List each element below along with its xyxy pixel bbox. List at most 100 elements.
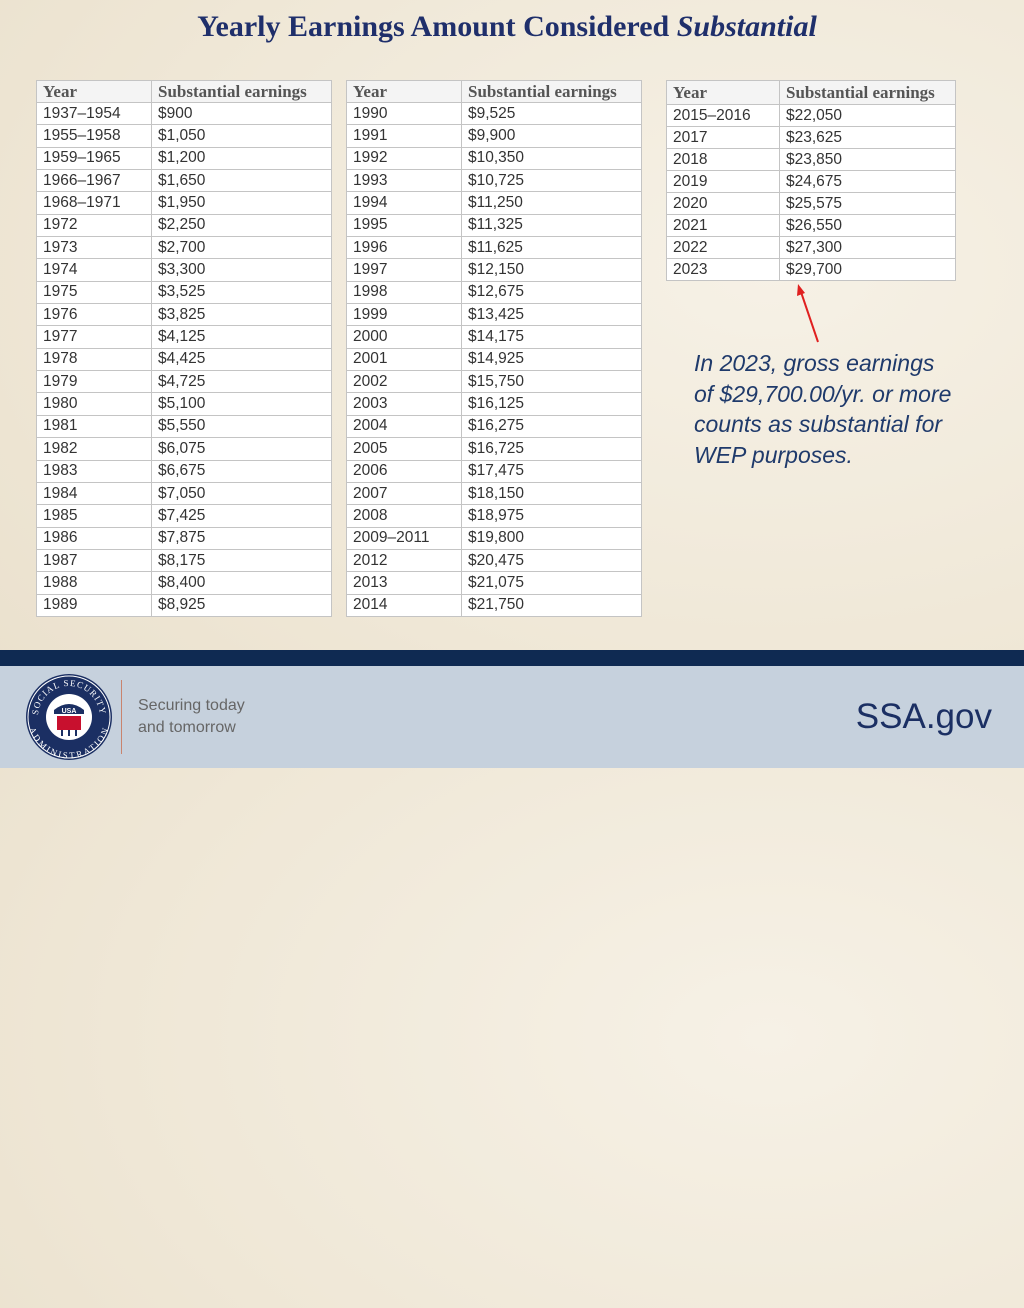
cell: 1966–1967 <box>36 169 152 193</box>
cell: 1982 <box>36 437 152 461</box>
cell: 2005 <box>346 437 462 461</box>
cell: 1983 <box>36 459 152 483</box>
row: 2005 $16,725 <box>346 437 642 461</box>
header-cell: Year <box>346 80 462 103</box>
cell: 2006 <box>346 459 462 483</box>
row: 1972 $2,250 <box>36 213 332 238</box>
cell: $16,275 <box>461 414 642 439</box>
header-cell: Substantial earnings <box>461 80 642 103</box>
cell: 2000 <box>346 325 462 349</box>
cell: 2023 <box>666 258 780 281</box>
slide: Yearly Earnings Amount Considered Substa… <box>0 0 1024 768</box>
row: 2020 $25,575 <box>666 192 956 215</box>
row: 2018 $23,850 <box>666 148 956 171</box>
cell: 1955–1958 <box>36 124 152 148</box>
cell: $25,575 <box>779 192 956 215</box>
row: 1991 $9,900 <box>346 124 642 148</box>
table-panel <box>0 548 304 1096</box>
cell: $12,150 <box>461 258 642 282</box>
row: 1966–1967 $1,650 <box>36 169 332 193</box>
cell: $10,725 <box>461 169 642 193</box>
row: 2007 $18,150 <box>346 481 642 506</box>
cell: 1979 <box>36 370 152 394</box>
row: 1998 $12,675 <box>346 280 642 305</box>
row: 2012 $20,475 <box>346 548 642 573</box>
cell: 2022 <box>666 236 780 259</box>
cell: 2019 <box>666 170 780 193</box>
logo: SOCIAL SECURITY ADMINISTRATION USA <box>26 674 112 761</box>
row: 1997 $12,150 <box>346 258 642 282</box>
site: SSA.gov <box>855 697 992 736</box>
cell: 2009–2011 <box>346 526 462 550</box>
table: Year Substantial earnings 2015–2016 $22,050… <box>666 80 956 281</box>
header-row: Year Substantial earnings <box>346 80 642 103</box>
cell: $1,950 <box>151 191 332 215</box>
annotation-line: of $29,700.00/yr. or more <box>694 380 952 407</box>
row: 2017 $23,625 <box>666 126 956 149</box>
row: 1990 $9,525 <box>346 101 642 126</box>
cell: 2004 <box>346 414 462 439</box>
cell: 1990 <box>346 101 462 126</box>
row: 2004 $16,275 <box>346 414 642 439</box>
row: 2008 $18,975 <box>346 504 642 528</box>
cell: $21,750 <box>461 593 642 617</box>
row: 1977 $4,125 <box>36 325 332 349</box>
row: 1988 $8,400 <box>36 571 332 595</box>
row: 2000 $14,175 <box>346 325 642 349</box>
cell: $8,925 <box>151 593 332 617</box>
cell: $7,425 <box>151 504 332 528</box>
cell: $4,125 <box>151 325 332 349</box>
annotation-line: counts as substantial for <box>694 411 943 437</box>
annotation: In 2023, gross earnings of $29,700.00/yr.… <box>694 348 951 470</box>
row: 2014 $21,750 <box>346 593 642 617</box>
header-row: Year Substantial earnings <box>666 80 956 105</box>
cell: 1977 <box>36 325 152 349</box>
footer <box>0 666 1024 768</box>
cell: $17,475 <box>461 459 642 483</box>
cell: $2,250 <box>151 213 332 238</box>
cell: 2008 <box>346 504 462 528</box>
row: 2013 $21,075 <box>346 571 642 595</box>
cell: 2013 <box>346 571 462 595</box>
cell: 1986 <box>36 526 152 550</box>
divider <box>121 680 122 754</box>
cell: 1997 <box>346 258 462 282</box>
row: 2019 $24,675 <box>666 170 956 193</box>
header-row: Year Substantial earnings <box>36 80 332 103</box>
cell: 1973 <box>36 236 152 260</box>
cell: 1993 <box>346 169 462 193</box>
cell: 2002 <box>346 370 462 394</box>
cell: 1996 <box>346 236 462 260</box>
row: 1973 $2,700 <box>36 236 332 260</box>
cell: 1994 <box>346 191 462 215</box>
cell: $16,725 <box>461 437 642 461</box>
title: Yearly Earnings Amount Considered Substa… <box>0 10 1014 44</box>
cell: 2007 <box>346 481 462 506</box>
cell: $23,850 <box>779 148 956 171</box>
cell: $7,875 <box>151 526 332 550</box>
cell: $16,125 <box>461 392 642 416</box>
arrow <box>797 284 819 343</box>
cell: $3,825 <box>151 303 332 327</box>
cell: $18,975 <box>461 504 642 528</box>
annotation-line: WEP purposes. <box>694 441 853 468</box>
row: 1955–1958 $1,050 <box>36 124 332 148</box>
cell: 1999 <box>346 303 462 327</box>
row: 2003 $16,125 <box>346 392 642 416</box>
cell: 1937–1954 <box>36 101 152 126</box>
cell: 1995 <box>346 213 462 238</box>
row: 1994 $11,250 <box>346 191 642 215</box>
row: 2023 $29,700 <box>666 258 956 281</box>
cell: 1980 <box>36 392 152 416</box>
cell: $15,750 <box>461 370 642 394</box>
cell: $5,550 <box>151 414 332 439</box>
title-emphasis: Substantial <box>676 10 817 43</box>
row: 1982 $6,075 <box>36 437 332 461</box>
cell: $900 <box>151 101 332 126</box>
logo-center: USA <box>62 708 77 715</box>
row: 1937–1954 $900 <box>36 101 332 126</box>
cell: 1972 <box>36 213 152 238</box>
cell: $11,325 <box>461 213 642 238</box>
row: 1974 $3,300 <box>36 258 332 282</box>
